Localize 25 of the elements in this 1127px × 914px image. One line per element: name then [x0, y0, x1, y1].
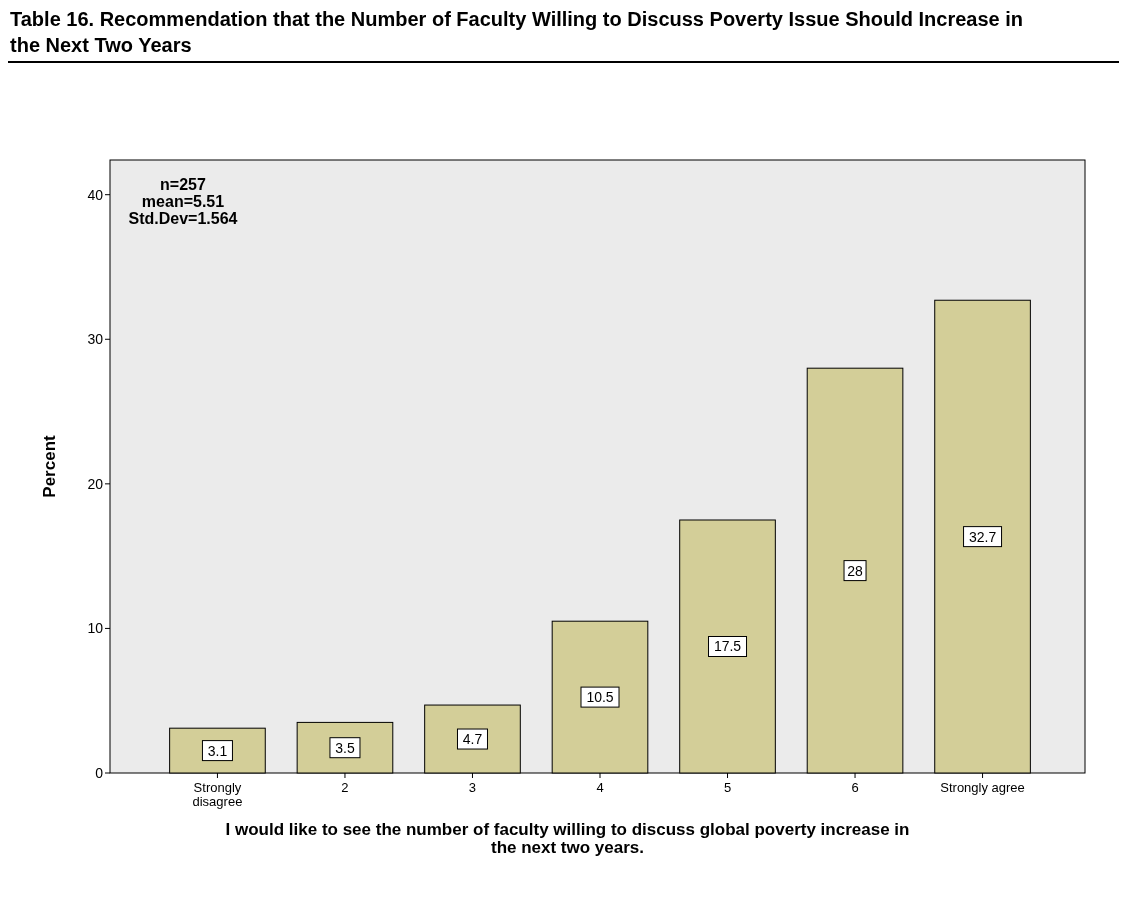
data-label: 10.5 [586, 689, 614, 706]
y-tick-label: 0 [95, 765, 104, 781]
x-tick-label: 4 [596, 780, 604, 795]
data-label: 3.1 [207, 742, 228, 759]
data-label: 17.5 [713, 638, 742, 655]
annotation: Std.Dev=1.564 [128, 210, 238, 227]
x-tick-label: Strongly disagree [192, 780, 243, 809]
x-tick-label: 5 [723, 780, 732, 795]
y-tick-label: 40 [87, 186, 104, 203]
x-tick-label: 2 [341, 780, 349, 795]
annotation: n=257 [160, 176, 207, 193]
x-axis-title: I would like to see the number of faculty willing to discuss global poverty increase in the next two years. [225, 820, 910, 857]
y-axis-title: Percent [40, 434, 59, 498]
chart-title: Table 16. Recommendation that the Number of Faculty Willing to Discuss Poverty Issue Should Increase in the Next Two Years [10, 8, 1023, 56]
data-label: 32.7 [968, 528, 997, 545]
y-tick-label: 10 [87, 620, 104, 637]
data-label: 4.7 [462, 731, 483, 748]
data-label: 28 [847, 562, 864, 579]
x-tick-label: Strongly agree [940, 780, 1025, 795]
data-label: 3.5 [335, 739, 355, 756]
x-tick-label: 3 [468, 780, 477, 795]
annotation: mean=5.51 [141, 193, 225, 210]
x-tick-label: 6 [851, 780, 859, 795]
y-tick-label: 30 [87, 331, 104, 348]
y-tick-label: 20 [87, 475, 104, 492]
